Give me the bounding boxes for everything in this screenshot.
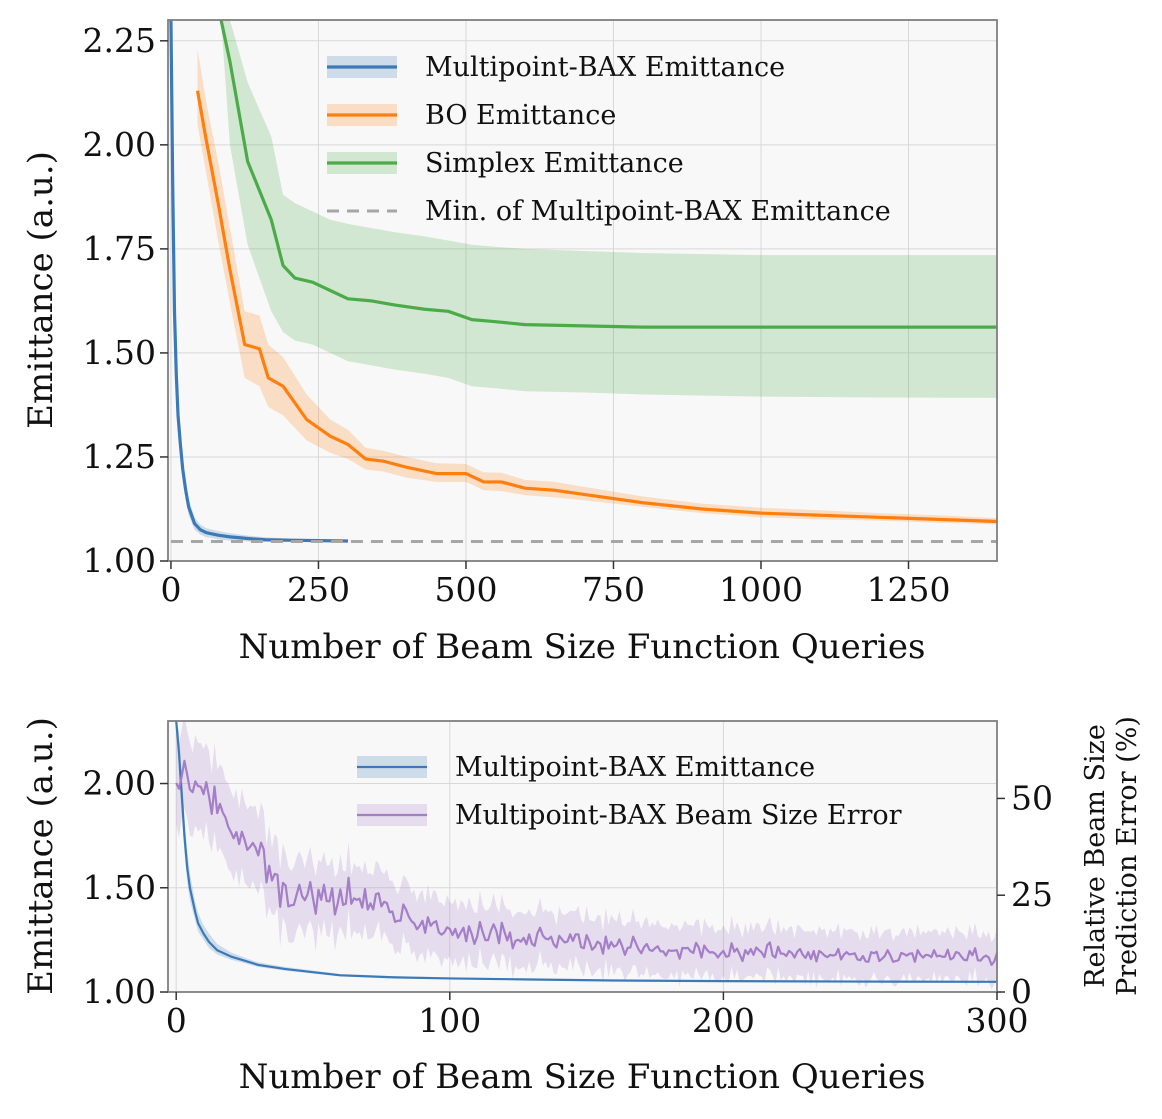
top-y-tick-label: 1.25: [83, 437, 156, 476]
top-y-tick-label: 1.75: [83, 229, 156, 268]
top-multipoint-bax-emittance-legend-label: Multipoint-BAX Emittance: [425, 52, 785, 83]
bot-right-y-tick-label: 50: [1011, 778, 1053, 817]
top-multipoint-bax-emittance-line: [169, 20, 348, 543]
bottom-ticks: 0 100 200 300 1.00 1.50 2.00 0 25 50: [83, 764, 1053, 1040]
top-y-tick-label: 2.00: [83, 125, 156, 164]
top-x-tick-label: 750: [582, 570, 645, 609]
bot-multipoint-bax-beam-size-error-band: [176, 721, 997, 990]
top-series-lines: [169, 20, 997, 543]
top-bo-emittance-legend-label: BO Emittance: [425, 100, 616, 131]
top-ticks: 0 250 500 750 1000 1250 1.00 1.25 1.50 1.75 2.00 2.…: [83, 21, 951, 609]
top-grid: [168, 20, 997, 562]
bot-multipoint-bax-emittance-legend-label: Multipoint-BAX Emittance: [455, 752, 815, 783]
bot-x-tick-label: 100: [418, 1001, 481, 1040]
top-min-of-multipoint-bax-emittance-legend-label: Min. of Multipoint-BAX Emittance: [425, 196, 891, 227]
top-x-tick-label: 1250: [867, 570, 951, 609]
bottom-plot-frame: [167, 720, 998, 993]
bot-y-tick-label: 1.00: [83, 972, 156, 1011]
top-simplex-emittance-line: [219, 20, 997, 329]
top-x-tick-label: 0: [160, 570, 181, 609]
top-plot-frame: [167, 19, 998, 562]
bot-x-tick-label: 300: [966, 1001, 1029, 1040]
top-simplex-emittance-band: [221, 20, 997, 398]
bot-right-y-tick-label: 25: [1011, 875, 1053, 914]
bottom-x-axis-title: Number of Beam Size Function Queries: [239, 1057, 926, 1097]
bot-multipoint-bax-emittance-line: [175, 721, 997, 983]
bottom-series-lines: [175, 721, 997, 983]
top-simplex-emittance-legend-label: Simplex Emittance: [425, 148, 684, 179]
top-y-tick-label: 1.00: [83, 541, 156, 580]
bottom-confidence-bands: [176, 721, 997, 990]
top-plot-area: [168, 20, 997, 561]
top-y-tick-label: 1.50: [83, 333, 156, 372]
top-x-axis-title: Number of Beam Size Function Queries: [239, 627, 926, 667]
top-x-tick-label: 250: [287, 570, 350, 609]
bottom-right-axis-title-line-2: Prediction Error (%): [1112, 716, 1143, 996]
bot-x-tick-label: 0: [166, 1001, 187, 1040]
top-bo-emittance-line: [195, 90, 997, 524]
top-y-axis-title: Emittance (a.u.): [21, 151, 61, 429]
bot-multipoint-bax-beam-size-error-line: [175, 759, 997, 966]
top-x-tick-label: 500: [434, 570, 497, 609]
bot-x-tick-label: 200: [692, 1001, 755, 1040]
top-confidence-bands: [170, 20, 997, 542]
bot-y-tick-label: 1.50: [83, 868, 156, 907]
top-chart-panel: 0 250 500 750 1000 1250 1.00 1.25 1.50 1.75 2.00 2.…: [21, 19, 998, 667]
top-y-tick-label: 2.25: [83, 21, 156, 60]
bottom-y-axis-title: Emittance (a.u.): [21, 717, 61, 995]
bottom-right-axis-title-line-1: Relative Beam Size: [1080, 724, 1111, 988]
bottom-chart-panel: 0 100 200 300 1.00 1.50 2.00 0 25 50 Number of Be…: [21, 716, 1143, 1097]
top-legend: Multipoint-BAX Emittance BO Emittance Simp…: [327, 52, 891, 227]
top-x-tick-label: 1000: [719, 570, 803, 609]
bot-multipoint-bax-beam-size-error-legend-label: Multipoint-BAX Beam Size Error: [455, 800, 902, 831]
bot-y-tick-label: 2.00: [83, 764, 156, 803]
bottom-legend: Multipoint-BAX Emittance Multipoint-BAX B…: [357, 752, 902, 831]
bot-right-y-tick-label: 0: [1011, 972, 1032, 1011]
